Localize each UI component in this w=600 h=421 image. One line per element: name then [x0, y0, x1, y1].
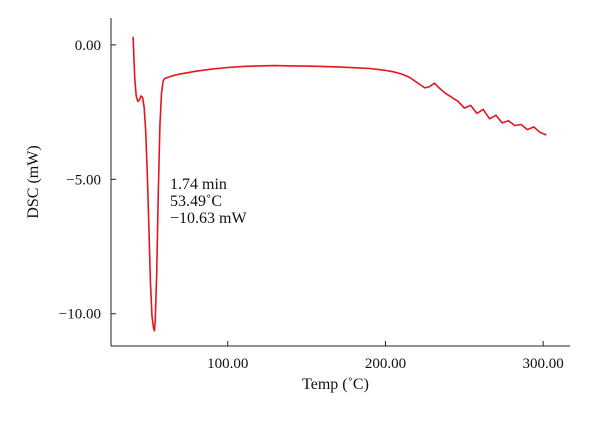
- x-axis-label: Temp (˚C): [302, 376, 369, 393]
- peak-annotation: 1.74 min 53.49˚C −10.63 mW: [170, 176, 247, 227]
- x-tick-label: 300.00: [523, 356, 564, 372]
- annotation-temperature: 53.49˚C: [170, 193, 222, 210]
- annotation-heat-flow: −10.63 mW: [170, 210, 247, 227]
- plot-frame-group: [110, 18, 570, 347]
- y-axis-label: DSC (mW): [25, 145, 42, 218]
- annotation-time: 1.74 min: [170, 176, 227, 193]
- x-tick-label: 100.00: [207, 356, 248, 372]
- x-tick-label: 200.00: [365, 356, 406, 372]
- dsc-curve: [132, 36, 547, 332]
- y-tick-label: 0.00: [75, 38, 101, 54]
- y-tick-label: −10.00: [59, 307, 101, 323]
- ticks-group: 0.00 −5.00 −10.00 100.00 200.00 300.00: [59, 38, 564, 372]
- y-tick-label: −5.00: [66, 172, 101, 188]
- series-group: [132, 36, 547, 332]
